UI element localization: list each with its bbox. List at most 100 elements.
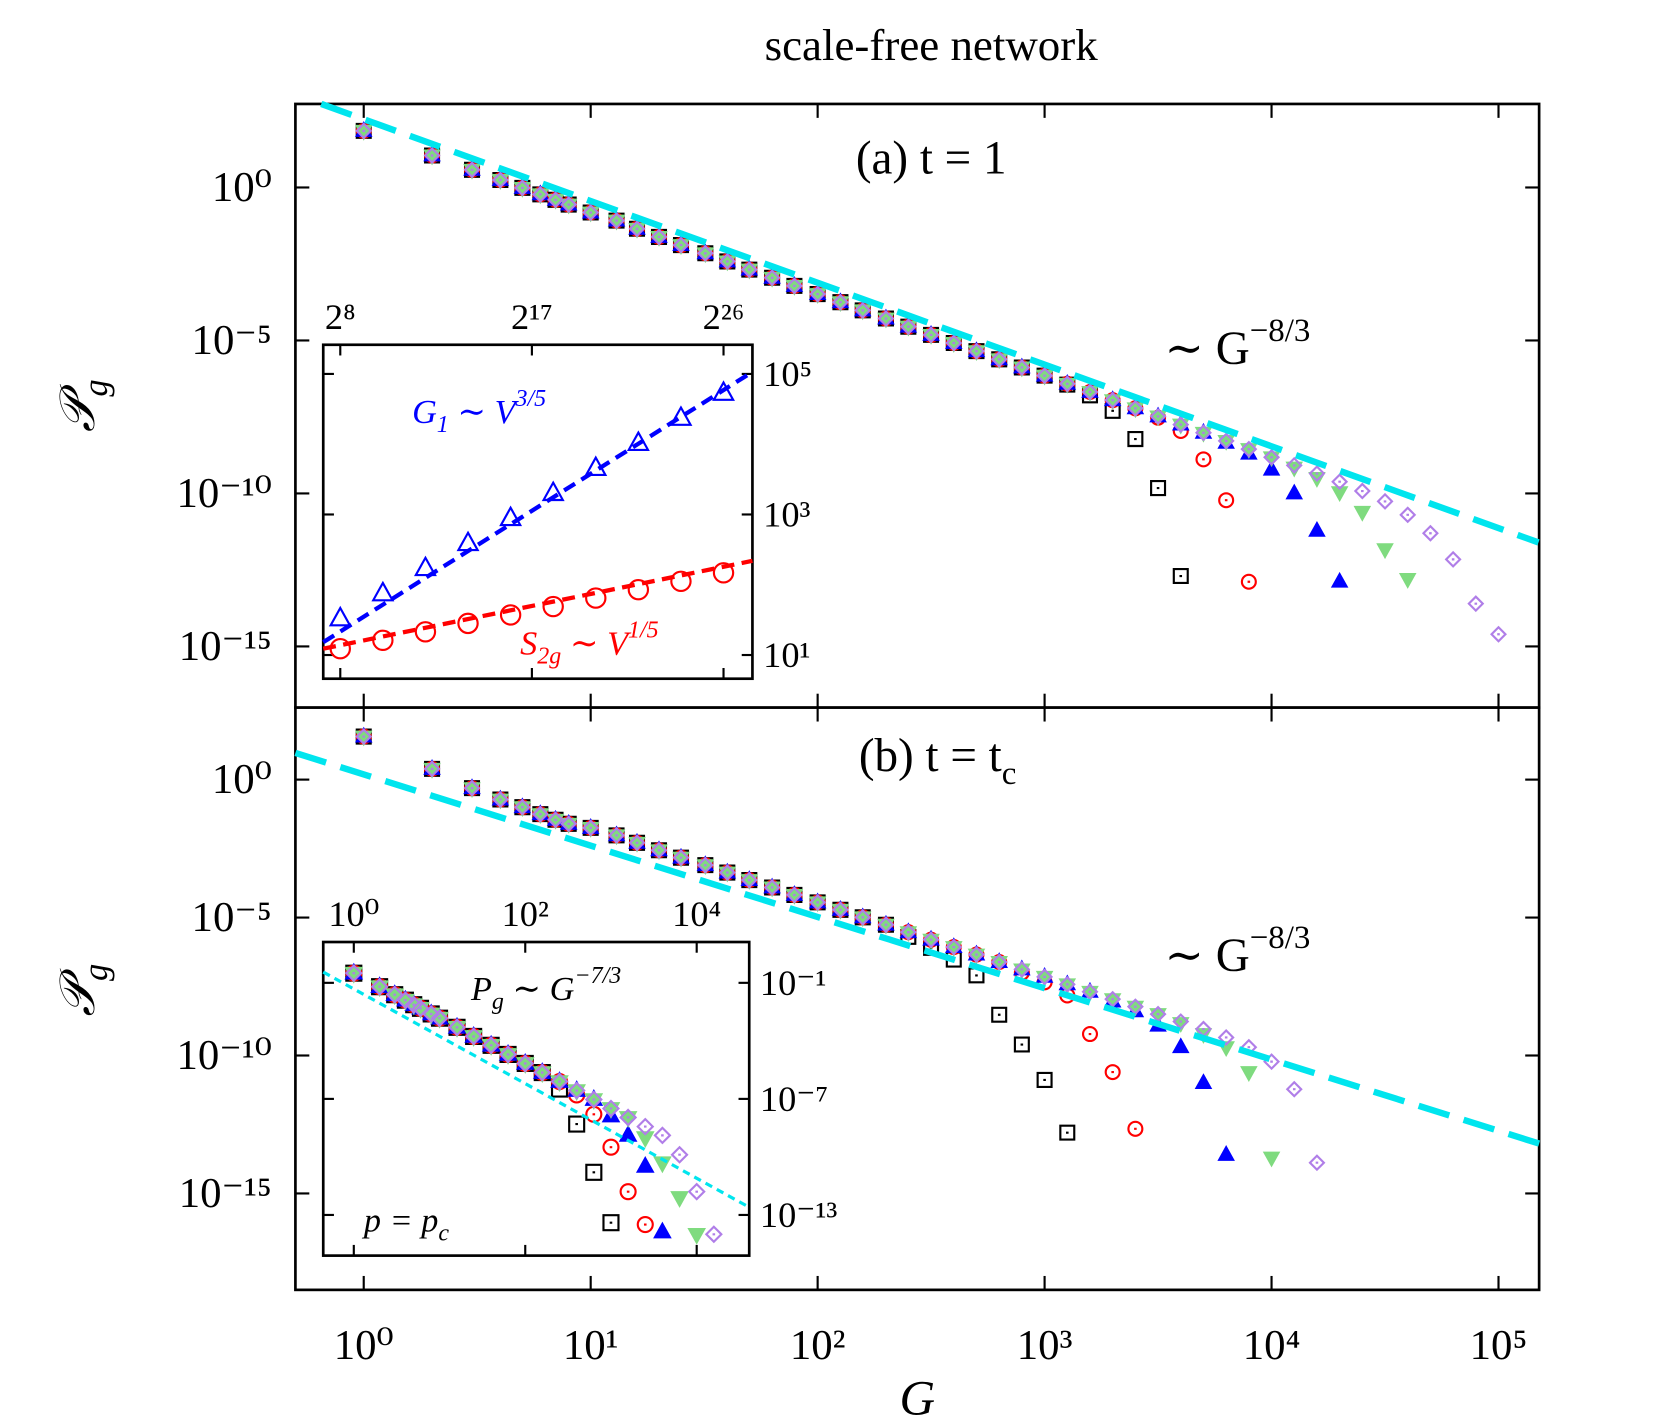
data-point <box>619 1183 637 1201</box>
data-point <box>329 638 351 660</box>
data-point <box>628 834 646 852</box>
data-point <box>1081 983 1099 1001</box>
data-point <box>672 239 690 255</box>
data-point <box>854 301 872 319</box>
data-point <box>1308 465 1326 483</box>
data-point <box>1059 1124 1076 1141</box>
data-point <box>1081 985 1099 1002</box>
data-point <box>1081 383 1099 401</box>
data-point <box>457 612 479 635</box>
data-point <box>1421 524 1439 542</box>
y-label-sub: g <box>77 379 115 396</box>
data-point <box>1103 394 1122 411</box>
y-tick-label: 10⁻⁵ <box>192 894 272 941</box>
data-point <box>491 171 509 189</box>
data-point <box>581 206 600 223</box>
data-point <box>922 328 940 345</box>
data-point <box>547 191 564 209</box>
data-point <box>531 185 549 203</box>
data-point <box>808 896 827 913</box>
data-point <box>1126 1000 1145 1017</box>
data-point <box>1240 440 1258 458</box>
annotation-sub: 2g <box>537 643 561 669</box>
data-point <box>653 1126 672 1145</box>
data-point <box>607 829 626 846</box>
panel-label-base: (b) t = t <box>859 730 1002 782</box>
data-point <box>1149 407 1167 425</box>
y-tick-label: 10⁻¹⁵ <box>179 1170 272 1217</box>
data-point <box>371 580 395 602</box>
data-point <box>1036 968 1054 986</box>
data-point <box>967 948 986 965</box>
data-point <box>547 811 564 829</box>
fit-line <box>294 749 1541 1147</box>
data-point <box>344 966 364 984</box>
data-point <box>1308 520 1326 537</box>
data-point <box>1376 543 1394 560</box>
data-point <box>513 801 532 818</box>
data-point <box>650 844 668 861</box>
fit-line <box>322 558 753 651</box>
data-point <box>463 779 481 797</box>
data-point <box>1058 375 1076 393</box>
data-point <box>411 999 430 1018</box>
data-point <box>696 856 714 874</box>
annotation-base: ∼ G <box>1165 323 1250 375</box>
data-point <box>853 911 872 928</box>
data-point <box>1194 1073 1213 1090</box>
data-point <box>499 604 522 626</box>
data-point <box>532 1066 552 1084</box>
data-point <box>498 1048 518 1065</box>
inset-annotation: p = pc <box>362 1201 450 1246</box>
data-point <box>608 212 626 230</box>
x-tick-label: 10² <box>790 1322 846 1369</box>
data-point <box>809 893 827 911</box>
data-point <box>602 1214 620 1232</box>
data-point <box>423 149 441 166</box>
data-point <box>831 293 849 311</box>
data-point <box>1172 1013 1190 1031</box>
data-point <box>945 337 963 353</box>
x-axis-label: G <box>899 1370 935 1425</box>
x-tick-label: 2²⁶ <box>703 297 745 337</box>
annotation-sub: 1 <box>437 412 449 438</box>
data-point <box>967 345 986 362</box>
data-point <box>1172 567 1189 585</box>
inset-annotation: S2g ∼ V1/5 <box>520 617 658 669</box>
data-point <box>1217 434 1235 451</box>
y-tick-label: 10⁰ <box>212 164 272 211</box>
data-point <box>515 1057 535 1074</box>
data-point <box>704 1225 723 1244</box>
data-point <box>328 605 352 627</box>
data-point <box>672 849 690 867</box>
data-point <box>1218 492 1235 509</box>
data-point <box>541 480 565 502</box>
data-point <box>499 1045 518 1064</box>
data-point <box>1150 480 1167 497</box>
annotation-base: ∼ G <box>1165 930 1250 982</box>
annotation-part: S <box>520 624 537 662</box>
data-point <box>627 578 650 601</box>
data-point <box>602 1138 620 1156</box>
data-point <box>1081 1026 1099 1043</box>
data-point <box>687 1182 706 1201</box>
data-point <box>1398 573 1417 589</box>
data-point <box>1103 993 1122 1010</box>
x-tick-label: 10⁴ <box>672 894 721 934</box>
data-point <box>385 985 404 1004</box>
data-point <box>785 279 804 296</box>
data-point <box>481 1038 501 1056</box>
data-point <box>990 350 1008 368</box>
data-point <box>584 1093 604 1110</box>
data-point <box>968 342 985 360</box>
data-point <box>740 263 759 280</box>
y-tick-label: 10⁰ <box>212 756 272 803</box>
data-point <box>687 1227 707 1245</box>
data-point <box>550 1075 569 1092</box>
data-point <box>718 866 737 883</box>
scaling-annotation: ∼ G−8/3 <box>1165 313 1311 375</box>
data-point <box>763 879 781 896</box>
data-point <box>635 1156 655 1173</box>
data-point <box>899 318 917 336</box>
